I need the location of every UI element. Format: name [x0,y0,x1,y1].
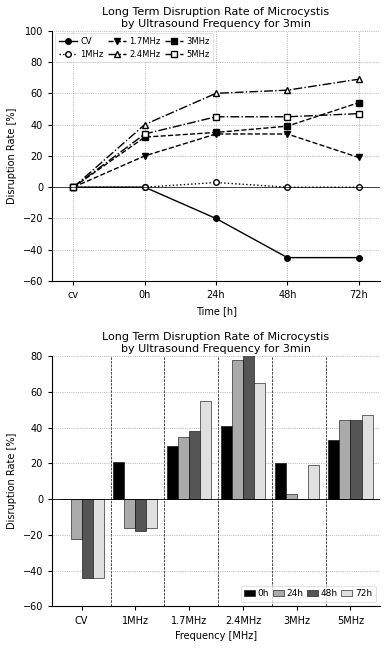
Bar [329,440,339,499]
Y-axis label: Disruption Rate [%]: Disruption Rate [%] [7,433,17,529]
Bar [308,465,319,499]
Bar [178,437,189,499]
Title: Long Term Disruption Rate of Microcystis
by Ultrasound Frequency for 3min: Long Term Disruption Rate of Microcystis… [103,332,330,354]
Bar [339,421,351,499]
Bar [361,415,373,499]
Legend: 0h, 24h, 48h, 72h: 0h, 24h, 48h, 72h [241,586,375,602]
Y-axis label: Disruption Rate [%]: Disruption Rate [%] [7,108,17,204]
Bar [135,499,146,531]
Bar [221,426,232,499]
Bar [254,383,265,499]
Title: Long Term Disruption Rate of Microcystis
by Ultrasound Frequency for 3min: Long Term Disruption Rate of Microcystis… [103,7,330,29]
Legend: CV, 1MHz, 1.7MHz, 2.4MHz, 3MHz, 5MHz: CV, 1MHz, 1.7MHz, 2.4MHz, 3MHz, 5MHz [55,33,213,62]
Bar [351,421,361,499]
Bar [82,499,92,578]
Bar [243,353,254,499]
Bar [167,446,178,499]
Bar [200,401,211,499]
Bar [189,431,200,499]
Bar [286,494,297,499]
Bar [70,499,82,538]
X-axis label: Frequency [MHz]: Frequency [MHz] [175,631,257,641]
Bar [232,360,243,499]
Bar [92,499,104,578]
Bar [146,499,158,527]
Bar [113,461,124,499]
Bar [124,499,135,527]
X-axis label: Time [h]: Time [h] [195,306,236,316]
Bar [275,463,286,499]
